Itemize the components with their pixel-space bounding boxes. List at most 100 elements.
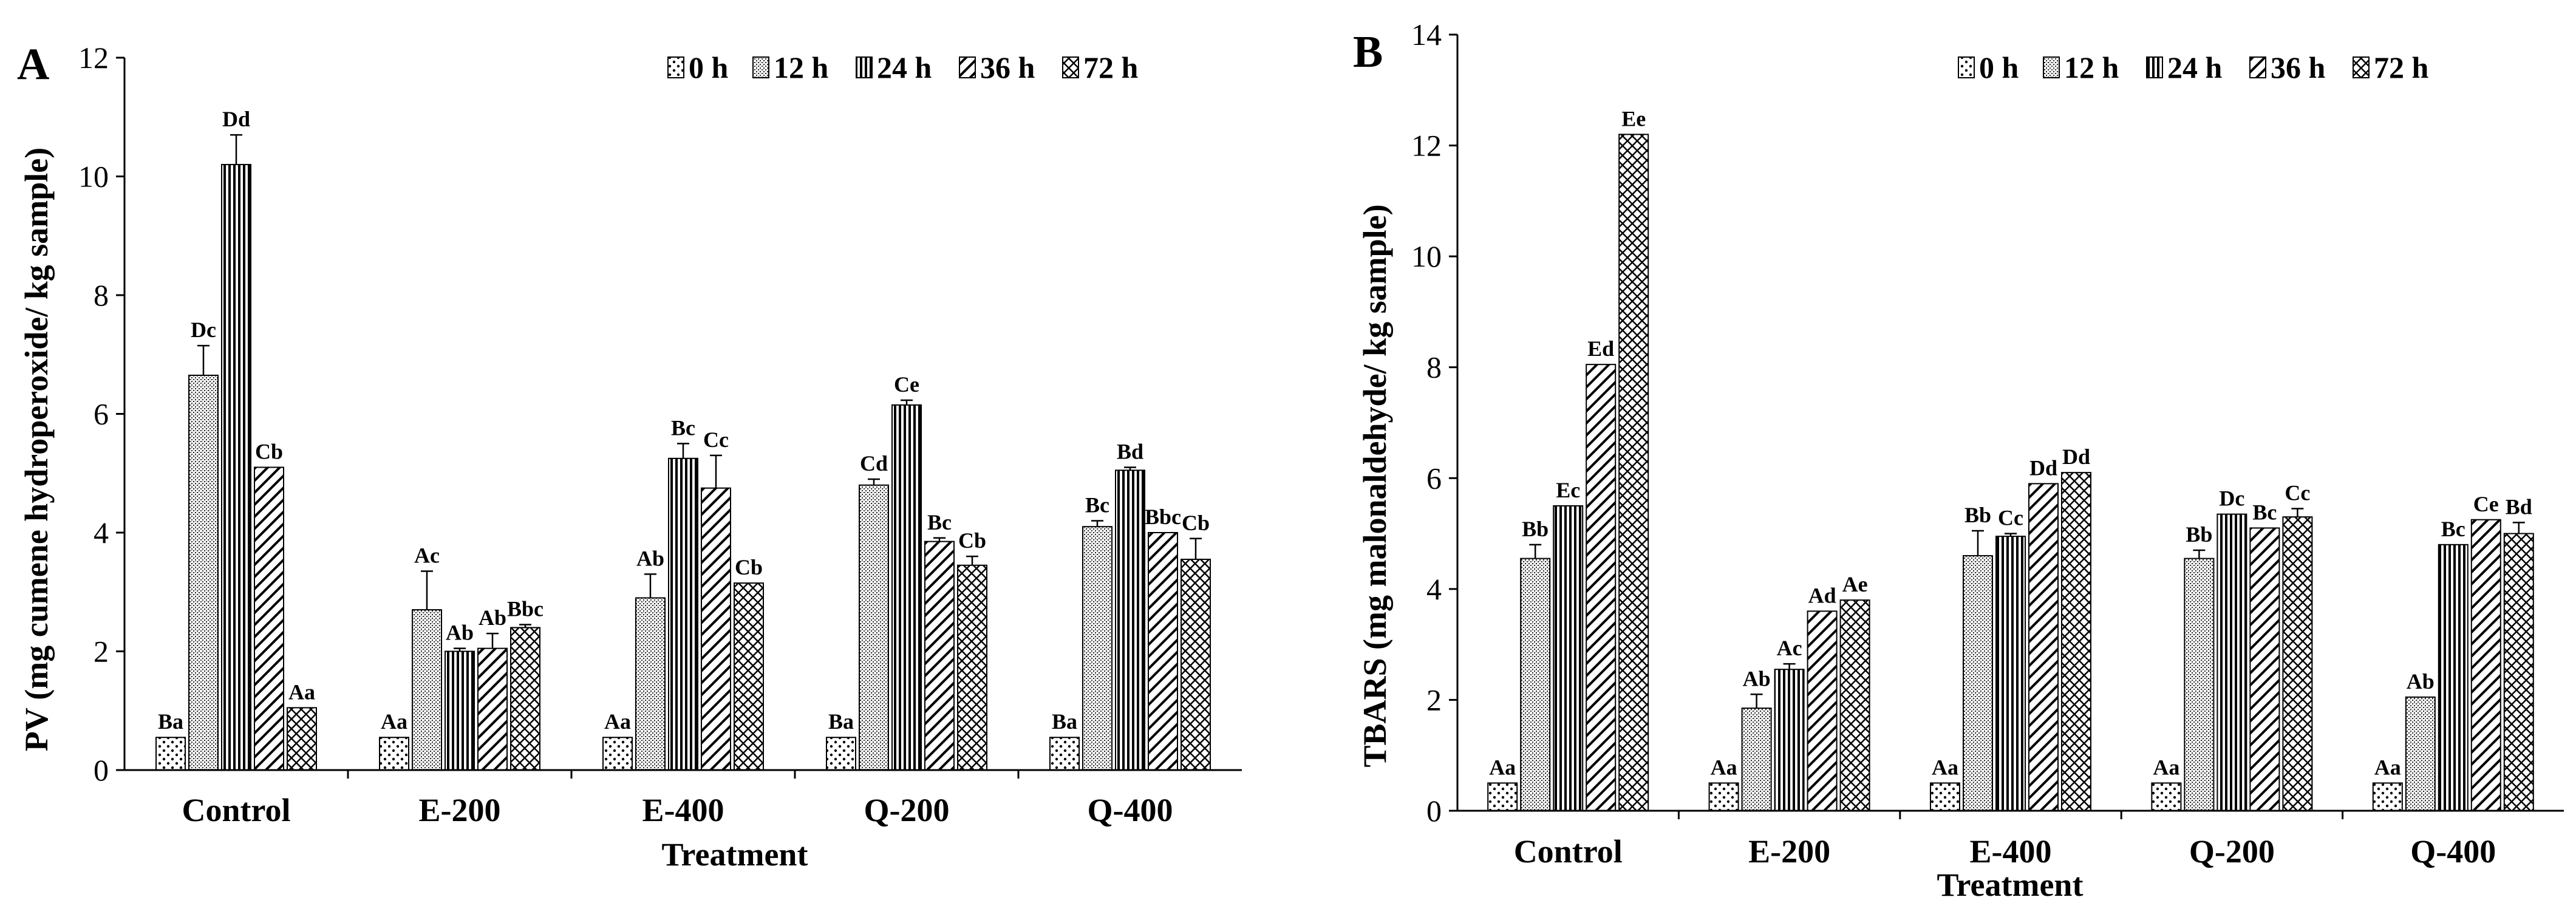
bar-label: Bc: [671, 415, 695, 440]
bar-label: Bc: [927, 510, 952, 534]
bar-label: Cc: [703, 428, 729, 452]
bar-label: Dd: [2062, 445, 2090, 469]
bars-a: Ba Aa Aa Ba Ba Dc Ac Ab Cd Bc Dd Ab Bc Ce Bd Cb Ab Cc Bc Bb…: [155, 107, 1211, 771]
legend-b: 0 h 12 h 24 h 36 h 72 h: [1958, 50, 2429, 84]
bar-label: Ab: [479, 605, 506, 630]
bar-a-36h-Q-400: [1148, 532, 1178, 771]
legend-swatch-a: [1062, 56, 1079, 78]
bar-a-12h-E-400: [635, 597, 666, 771]
bar-b-0h-E-200: [1708, 782, 1739, 812]
bar-label: Bc: [2441, 517, 2465, 541]
panel-label-b: B: [1353, 27, 1383, 77]
bar-label: Ba: [158, 709, 183, 734]
bar-a-36h-Control: [254, 466, 284, 771]
panel-a: A Ba Aa Aa Ba Ba Dc Ac Ab Cd Bc Dd Ab Bc Ce Bd Cb Ab Cc Bc…: [17, 39, 1242, 873]
bar-label: Cd: [860, 451, 888, 476]
bar-a-36h-Q-200: [924, 541, 955, 771]
category-label-a: Q-400: [1088, 792, 1173, 828]
bar-a-36h-E-200: [477, 647, 508, 771]
legend-swatch-b: [2249, 56, 2266, 78]
x-axis-title-b: Treatment: [1937, 867, 2084, 903]
bar-b-36h-Control: [1586, 364, 1617, 811]
y-tick-label-a: 2: [94, 635, 109, 669]
bar-a-12h-E-200: [412, 609, 442, 771]
legend-swatch-a: [667, 56, 684, 78]
bar-b-72h-E-400: [2061, 472, 2091, 811]
legend-entry-a: 36 h: [980, 50, 1035, 84]
panel-b: B Aa Aa Aa Aa Aa Bb Ab Bb Bb Ab Ec Ac Cc Dc Bc Ed Ad Dd Bc…: [1353, 18, 2564, 903]
bar-a-12h-Q-200: [859, 484, 889, 771]
y-tick-label-a: 10: [78, 160, 109, 194]
bar-b-24h-E-400: [1995, 536, 2026, 812]
bar-label: Bb: [1964, 503, 1991, 527]
bar-b-24h-Control: [1553, 505, 1584, 812]
bar-label: Dc: [191, 318, 216, 342]
legend-entry-a: 0 h: [689, 50, 729, 84]
legend-swatch-b: [1958, 56, 1975, 78]
bar-label: Aa: [381, 709, 407, 734]
bar-b-0h-Control: [1487, 782, 1518, 812]
panel-label-a: A: [17, 39, 49, 89]
bars-b: Aa Aa Aa Aa Aa Bb Ab Bb Bb Ab Ec Ac Cc Dc Bc Ed Ad Dd Bc Ce…: [1487, 106, 2534, 812]
bar-label: Ac: [1777, 636, 1802, 660]
bar-label: Ab: [2407, 669, 2435, 694]
axes-b: 0 2 4 6 8 10 12 14 Control E-200 E-400 Q-200 Q-400: [1411, 18, 2564, 870]
legend-entry-a: 12 h: [774, 50, 829, 84]
legend-swatch-a: [959, 56, 976, 78]
bar-label: Cb: [1182, 511, 1210, 535]
bar-a-24h-E-200: [445, 650, 475, 771]
y-axis-title-b: TBARS (mg malonaldehyde/ kg sample): [1357, 204, 1393, 767]
bar-label: Dc: [2219, 486, 2244, 511]
bar-label: Bd: [1117, 439, 1143, 463]
legend-swatch-b: [2353, 56, 2370, 78]
bar-label: Dd: [222, 107, 250, 131]
bar-a-0h-Control: [155, 737, 186, 771]
legend-entry-a: 24 h: [877, 50, 932, 84]
bar-b-72h-E-200: [1839, 599, 1870, 811]
bar-b-72h-Q-400: [2503, 533, 2534, 811]
bar-a-24h-Control: [221, 163, 251, 771]
legend-swatch-a: [752, 56, 769, 78]
legend-entry-a: 72 h: [1083, 50, 1139, 84]
legend-entry-b: 72 h: [2374, 50, 2429, 84]
bar-b-12h-Q-200: [2184, 558, 2215, 812]
bar-a-24h-Q-200: [891, 404, 922, 771]
legend-entry-b: 12 h: [2064, 50, 2119, 84]
bar-label: Ed: [1587, 336, 1614, 361]
bar-a-0h-Q-200: [826, 737, 856, 771]
bar-label: Aa: [1489, 755, 1516, 779]
y-tick-label-b: 2: [1426, 683, 1442, 717]
category-label-a: Control: [182, 792, 290, 828]
bar-label: Ee: [1621, 106, 1646, 131]
bar-label: Cc: [2285, 480, 2310, 505]
bar-label: Aa: [2374, 755, 2401, 779]
bar-a-72h-Q-400: [1181, 558, 1211, 771]
y-tick-label-a: 4: [94, 516, 109, 550]
bar-b-0h-Q-400: [2372, 782, 2403, 812]
y-tick-label-a: 0: [94, 753, 109, 787]
legend-entry-b: 36 h: [2271, 50, 2326, 84]
bar-b-36h-Q-400: [2470, 519, 2501, 811]
category-label-a: E-200: [419, 792, 501, 828]
y-tick-label-a: 8: [94, 278, 109, 312]
category-label-a: Q-200: [864, 792, 950, 828]
y-tick-label-b: 10: [1411, 239, 1442, 273]
legend-entry-b: 24 h: [2167, 50, 2223, 84]
bar-label: Bc: [2252, 500, 2277, 524]
legend-swatch-a: [856, 56, 873, 78]
category-label-b: E-400: [1970, 833, 2052, 870]
bar-b-24h-Q-400: [2438, 544, 2469, 811]
bar-b-24h-Q-200: [2217, 513, 2247, 811]
bar-label: Bd: [2506, 494, 2532, 519]
bar-label: Aa: [2153, 755, 2179, 779]
category-label-b: Control: [1514, 833, 1623, 870]
bar-label: Ab: [1743, 666, 1771, 691]
bar-label: Cb: [255, 439, 283, 463]
bar-b-12h-Control: [1520, 558, 1551, 812]
bar-a-12h-Control: [188, 374, 219, 771]
y-tick-label-a: 12: [78, 41, 109, 75]
bar-a-72h-E-400: [734, 582, 764, 771]
bar-a-24h-E-400: [668, 457, 698, 771]
bar-label: Ac: [414, 544, 440, 568]
